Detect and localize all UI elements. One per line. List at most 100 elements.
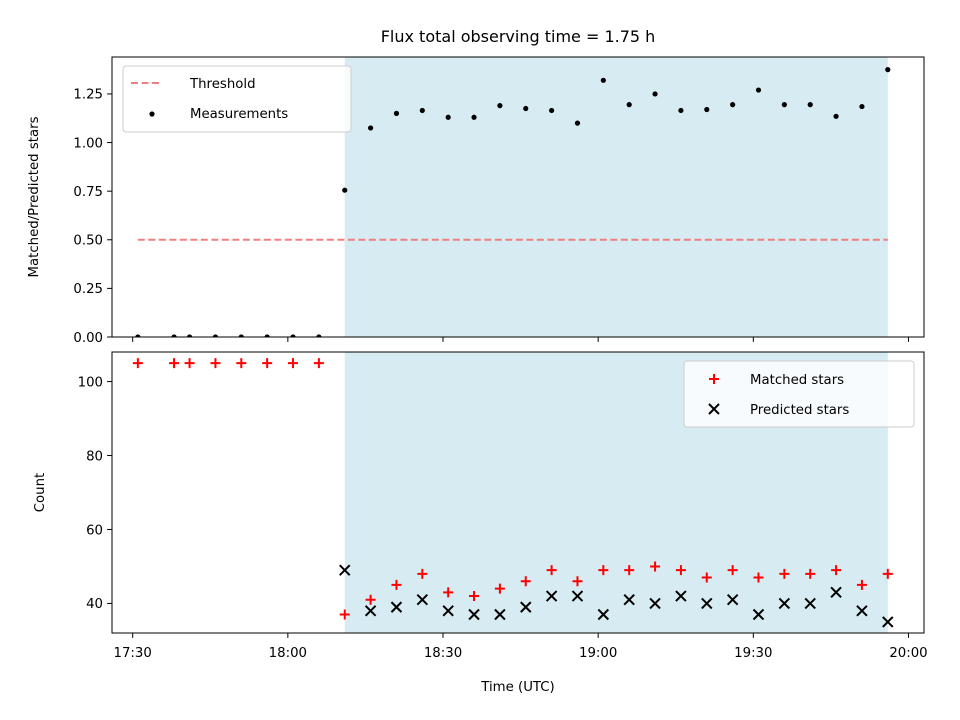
legend-bottom: Matched stars Predicted stars <box>683 360 915 428</box>
axes-frame-top <box>111 56 925 338</box>
predicted-point <box>778 597 791 610</box>
matched-point <box>882 568 893 579</box>
measurement-point <box>316 334 322 337</box>
y-axis-label-bottom: Count <box>33 473 48 513</box>
measurement-point <box>652 91 658 97</box>
measurement-point <box>497 103 503 109</box>
x-tick-label: 17:30 <box>114 646 152 661</box>
matched-point <box>675 565 686 576</box>
x-axis-label: Time (UTC) <box>480 680 555 695</box>
measurement-point <box>471 114 477 120</box>
predicted-point <box>623 594 635 606</box>
top-panel: 0.00 0.25 0.50 0.75 1.00 1.25 Matched/Predicte… <box>27 56 925 346</box>
predicted-point <box>752 608 765 621</box>
matched-point <box>727 565 738 576</box>
measurement-point <box>833 113 839 119</box>
y-tick-label: 100 <box>78 375 103 390</box>
matched-point <box>805 568 816 579</box>
y-tick-label: 0.25 <box>73 282 103 297</box>
measurement-point <box>678 107 684 114</box>
measurement-point <box>626 102 632 108</box>
measurement-point <box>755 87 762 93</box>
measurement-point <box>342 187 348 193</box>
observing-window-top <box>344 57 888 337</box>
matched-point <box>572 576 583 587</box>
y-tick-label: 40 <box>86 597 103 612</box>
matched-point <box>365 594 376 605</box>
predicted-point <box>675 590 687 602</box>
y-tick-label: 0.75 <box>73 185 103 200</box>
predicted-point <box>804 597 816 610</box>
matched-point <box>262 358 273 369</box>
matched-point <box>313 358 324 369</box>
measurement-point <box>186 334 193 337</box>
predicted-point <box>701 597 713 610</box>
measurement-point <box>549 107 555 114</box>
legend-threshold-label: Threshold <box>189 77 256 92</box>
matched-point <box>236 358 247 369</box>
matched-point <box>598 565 609 576</box>
legend-matched-swatch <box>709 374 719 384</box>
marks-top <box>135 67 891 337</box>
matched-point <box>469 591 480 602</box>
predicted-point <box>597 608 610 621</box>
legend-matched-label: Matched stars <box>750 373 844 388</box>
matched-point <box>856 579 867 590</box>
measurement-point <box>704 106 710 113</box>
matched-point <box>184 358 195 369</box>
measurement-point <box>393 110 400 116</box>
predicted-point <box>726 594 739 606</box>
matched-point <box>339 609 350 620</box>
legend-box <box>683 360 915 428</box>
matched-point <box>650 561 661 572</box>
measurement-point <box>290 334 296 337</box>
predicted-point <box>856 605 868 617</box>
legend-top: Threshold Measurements <box>122 65 352 133</box>
predicted-point <box>571 590 584 602</box>
measurement-point <box>574 120 581 126</box>
y-tick-label: 1.00 <box>73 136 103 151</box>
measurement-point <box>445 114 451 120</box>
legend-predicted-swatch <box>708 403 720 415</box>
x-tick-label: 18:30 <box>424 646 462 661</box>
predicted-point <box>468 608 480 621</box>
predicted-point <box>882 616 894 628</box>
measurement-point <box>419 107 425 114</box>
y-tick-label: 80 <box>86 449 103 464</box>
x-tick-label: 19:00 <box>579 646 617 661</box>
marks-bottom <box>132 358 894 628</box>
legend-predicted-label: Predicted stars <box>750 403 849 418</box>
measurement-point <box>600 77 606 83</box>
measurement-point <box>859 103 865 110</box>
predicted-point <box>416 594 429 606</box>
matched-point <box>494 583 505 594</box>
matched-point <box>779 568 790 579</box>
measurement-point <box>212 334 219 337</box>
chart-title: Flux total observing time = 1.75 h <box>381 27 656 46</box>
measurement-point <box>730 102 736 108</box>
legend-box <box>122 65 352 133</box>
matched-point <box>210 358 221 369</box>
matched-point <box>520 576 531 587</box>
measurement-point <box>781 102 787 108</box>
y-tick-label: 0.00 <box>73 331 103 346</box>
predicted-point <box>649 597 661 610</box>
predicted-point <box>494 608 506 621</box>
measurement-point <box>135 334 141 337</box>
matched-point <box>417 568 428 579</box>
predicted-point <box>390 601 403 613</box>
matched-point <box>831 565 842 576</box>
measurement-point <box>367 125 374 131</box>
predicted-point <box>339 564 351 576</box>
predicted-point <box>364 605 377 617</box>
matched-point <box>701 572 712 583</box>
legend-measurements-label: Measurements <box>190 107 288 122</box>
axes-frame-bottom <box>111 351 925 634</box>
matched-point <box>132 358 143 369</box>
x-tick-label: 18:00 <box>269 646 307 661</box>
measurement-point <box>171 334 177 337</box>
legend-measurements-swatch <box>149 111 155 117</box>
x-tick-label: 20:00 <box>889 646 927 661</box>
bottom-panel: 40 60 80 100 17:30 18:00 18:30 19:00 19:30 20:00 C… <box>33 351 928 661</box>
